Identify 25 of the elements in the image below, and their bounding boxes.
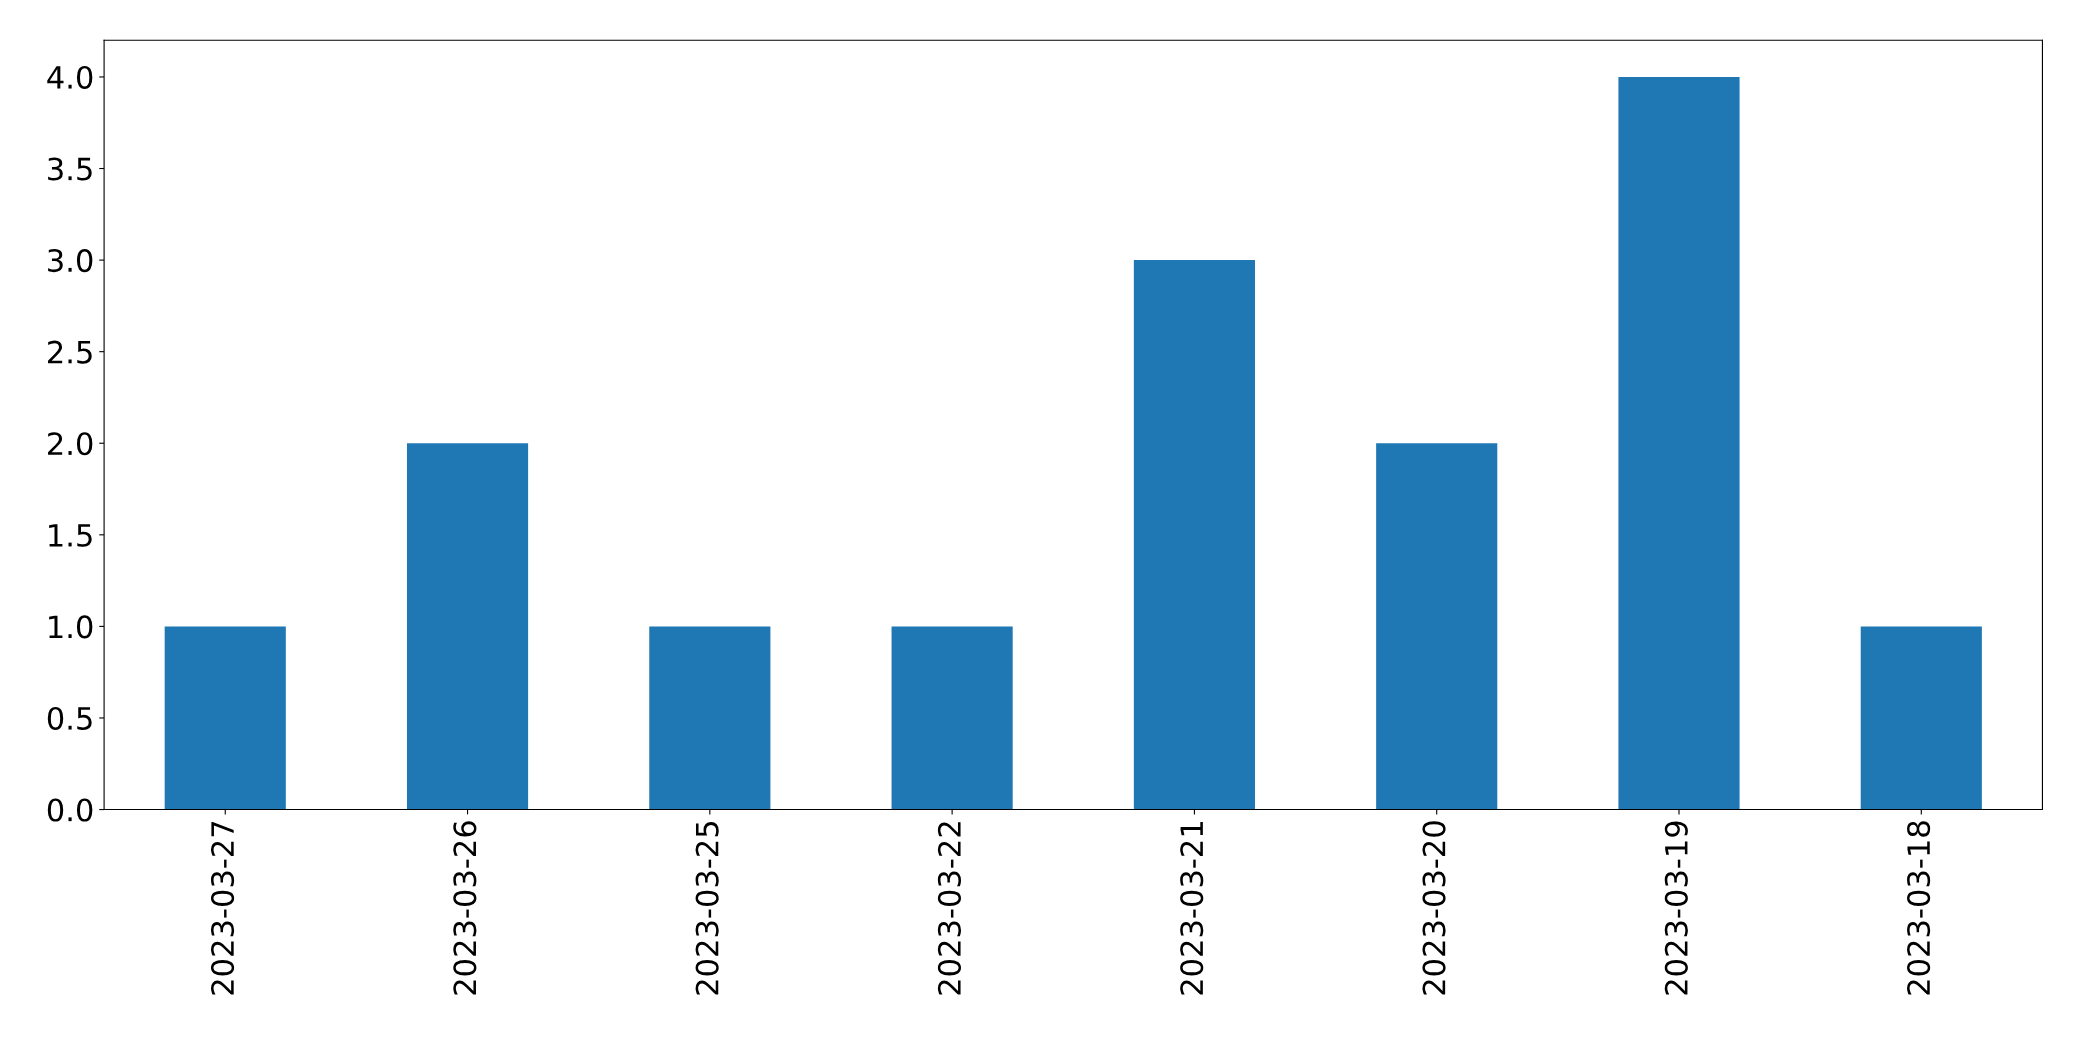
x-tick-label: 2023-03-18 (1907, 821, 1931, 995)
bar (891, 626, 1013, 810)
x-tick-label: 2023-03-26 (453, 821, 477, 995)
y-tick-label: 3.0 (48, 249, 93, 273)
y-tick-label: 4.0 (47, 65, 93, 89)
x-tick-label: 2023-03-21 (1180, 822, 1204, 995)
y-tick-label: 1.5 (49, 524, 92, 547)
x-tick-label: 2023-03-20 (1422, 821, 1446, 995)
bar (649, 626, 771, 810)
x-tick-label: 2023-03-22 (937, 822, 961, 995)
bar (1133, 260, 1255, 810)
bar (1618, 76, 1740, 810)
bar (1860, 626, 1982, 810)
y-tick-label: 0.5 (47, 706, 92, 731)
y-tick-label: 2.0 (48, 432, 93, 456)
y-tick-label: 3.5 (48, 157, 92, 181)
y-tick-label: 1.0 (49, 615, 93, 639)
y-tick-label: 0.0 (47, 798, 93, 822)
bar (1376, 443, 1498, 810)
x-tick-label: 2023-03-19 (1664, 821, 1688, 995)
x-tick-label: 2023-03-25 (695, 821, 719, 995)
y-tick-label: 2.5 (48, 340, 92, 364)
x-tick-label: 2023-03-27 (211, 821, 235, 995)
bar (406, 443, 529, 810)
bar (164, 626, 286, 810)
